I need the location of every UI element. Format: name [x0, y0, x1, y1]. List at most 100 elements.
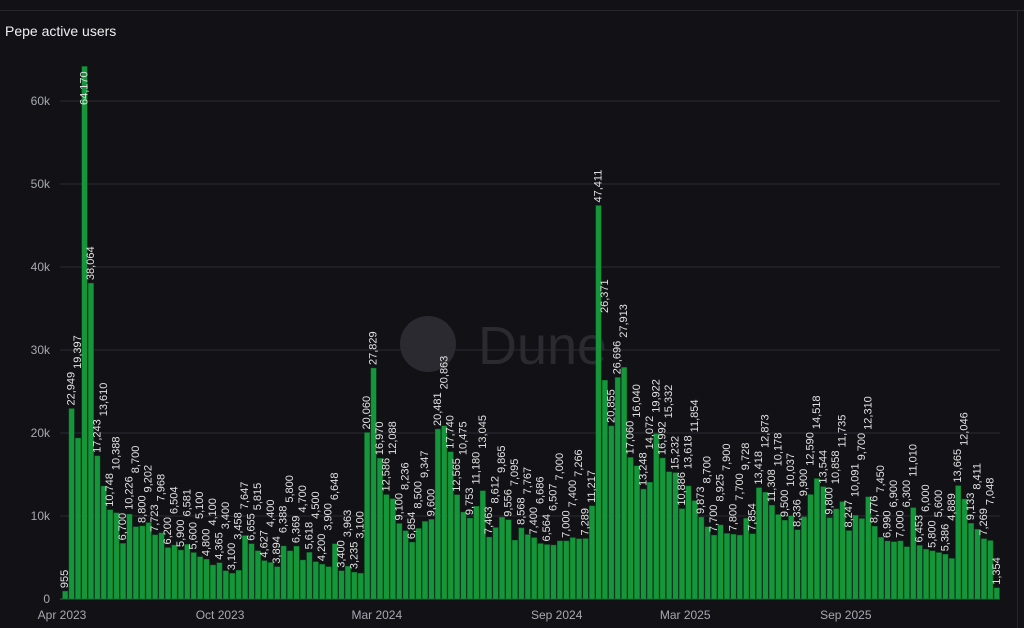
bar: [910, 507, 917, 600]
bar: [724, 533, 730, 600]
data-label: 16,040: [631, 384, 643, 418]
bar: [884, 540, 891, 600]
data-label: 6,900: [888, 480, 900, 508]
data-label: 15,332: [663, 385, 675, 419]
data-label: 6,000: [920, 484, 932, 512]
data-label: 8,411: [972, 463, 984, 490]
bar: [891, 541, 897, 600]
data-label: 10,748: [104, 473, 116, 507]
bar: [788, 515, 795, 600]
bar: [961, 498, 968, 600]
bar: [993, 587, 1000, 600]
data-label: 4,365: [213, 532, 225, 560]
data-label: 7,289: [580, 508, 592, 536]
bar: [698, 516, 705, 600]
x-tick-label: Apr 2023: [38, 608, 87, 622]
bar: [306, 552, 313, 600]
data-label: 8,776: [869, 496, 881, 524]
bar: [473, 506, 480, 600]
bar: [479, 490, 486, 600]
y-tick-label: 30k: [31, 343, 51, 357]
bar: [955, 485, 962, 600]
data-label: 17,740: [445, 415, 457, 449]
bar: [319, 563, 326, 600]
data-label: 9,800: [824, 487, 836, 515]
data-label: 7,968: [156, 474, 168, 502]
bar: [563, 540, 570, 600]
data-label: 13,045: [477, 415, 489, 449]
bar: [222, 570, 229, 600]
x-tick-label: Mar 2024: [351, 608, 402, 622]
bar: [929, 550, 936, 600]
bar: [197, 556, 204, 600]
bar: [839, 501, 846, 600]
bar: [608, 425, 615, 600]
data-label: 6,700: [117, 513, 129, 541]
bar: [711, 534, 718, 600]
data-label: 13,418: [753, 451, 765, 485]
data-label: 5,600: [933, 490, 945, 518]
data-label: 7,095: [509, 459, 521, 487]
bar: [846, 530, 852, 600]
bar: [441, 425, 448, 600]
bar: [743, 518, 750, 600]
data-label: 7,450: [875, 465, 887, 493]
bar: [781, 519, 788, 600]
bar: [948, 558, 955, 600]
bar: [749, 533, 756, 600]
data-label: 8,336: [792, 499, 804, 527]
watermark-text: Dune: [478, 316, 607, 376]
data-label: 17,243: [91, 419, 103, 453]
bar: [486, 536, 493, 600]
data-label: 8,800: [136, 495, 148, 523]
bar: [833, 508, 840, 600]
bar: [255, 550, 261, 600]
data-label: 8,925: [715, 474, 727, 502]
bar: [460, 511, 467, 600]
bar: [537, 543, 544, 600]
data-label: 16,970: [374, 421, 386, 455]
bar: [518, 527, 525, 600]
y-tick-label: 20k: [31, 426, 51, 440]
data-label: 9,728: [740, 443, 752, 471]
bar: [235, 570, 242, 600]
data-label: 20,855: [605, 389, 617, 423]
data-label: 13,610: [98, 383, 110, 417]
data-label: 7,854: [747, 503, 759, 531]
data-label: 64,170: [78, 71, 90, 105]
bar: [813, 478, 820, 600]
bar: [794, 529, 801, 600]
bar: [531, 537, 538, 600]
bar: [229, 573, 236, 600]
data-label: 5,815: [252, 483, 264, 511]
data-label: 3,400: [220, 502, 232, 530]
bar: [267, 562, 274, 600]
data-label: 12,586: [380, 458, 392, 492]
data-label: 7,266: [573, 449, 585, 477]
data-label: 14,518: [811, 395, 823, 429]
data-label: 5,900: [175, 519, 187, 547]
bar: [190, 552, 197, 600]
bar: [614, 377, 621, 600]
bar: [595, 205, 602, 600]
data-label: 8,700: [130, 446, 142, 474]
bar: [434, 428, 441, 600]
bar: [871, 525, 878, 600]
data-label: 6,564: [541, 514, 553, 542]
bar: [897, 540, 904, 600]
bar: [666, 471, 673, 600]
data-label: 27,829: [368, 331, 380, 365]
data-label: 7,048: [984, 478, 996, 506]
data-label: 10,858: [830, 450, 842, 484]
data-label: 13,248: [637, 452, 649, 486]
bar: [152, 534, 159, 600]
data-label: 7,463: [483, 507, 495, 535]
bar: [62, 590, 69, 600]
data-label: 16,992: [657, 421, 669, 455]
data-label: 11,010: [907, 444, 919, 477]
data-label: 12,565: [451, 458, 463, 492]
bar: [248, 543, 255, 600]
data-label: 4,889: [946, 493, 958, 521]
bar: [601, 379, 608, 600]
